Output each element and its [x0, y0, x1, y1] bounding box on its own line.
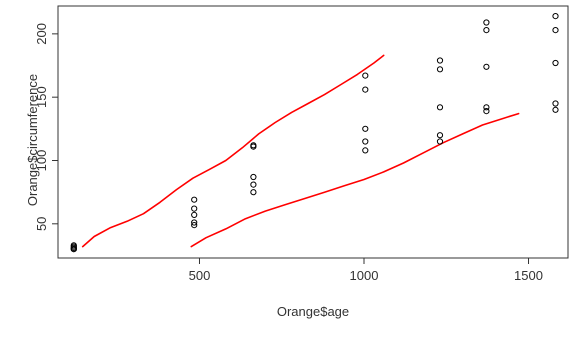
data-point: [70, 246, 77, 253]
data-point: [436, 138, 444, 145]
curve-line-2: [190, 112, 520, 248]
data-point: [552, 27, 559, 34]
y-tick-label: 200: [34, 23, 49, 45]
data-point: [436, 57, 444, 64]
data-point: [191, 205, 198, 212]
data-point: [250, 189, 257, 196]
curves-layer: [81, 54, 520, 248]
y-tick-label: 100: [34, 150, 49, 172]
data-point: [552, 106, 559, 113]
data-point: [552, 100, 559, 107]
data-point: [483, 19, 490, 26]
data-point: [191, 196, 198, 203]
data-point: [250, 142, 257, 149]
data-point: [250, 173, 257, 181]
data-point: [436, 104, 444, 111]
points-layer: [70, 13, 559, 253]
data-point: [191, 222, 198, 229]
data-point: [483, 108, 490, 115]
x-axis: 500 1000 1500: [189, 258, 543, 283]
y-tick-label: 50: [34, 217, 49, 231]
data-point: [70, 242, 77, 249]
data-point: [483, 63, 490, 70]
curve-line-1: [81, 54, 385, 248]
x-tick-label: 500: [189, 268, 211, 283]
data-point: [552, 59, 559, 67]
y-tick-label: 150: [34, 86, 49, 108]
data-point: [362, 147, 369, 154]
data-point: [483, 104, 490, 111]
data-point: [362, 86, 369, 93]
x-tick-label: 1500: [514, 268, 543, 283]
data-point: [191, 211, 198, 218]
data-point: [552, 13, 559, 20]
x-axis-label: Orange$age: [277, 304, 349, 319]
data-point: [362, 138, 369, 145]
data-point: [362, 72, 369, 79]
data-point: [436, 66, 444, 73]
data-point: [191, 219, 198, 226]
y-axis: 50 100 150 200: [34, 23, 58, 231]
y-axis-label: Orange$circumference: [25, 74, 40, 206]
data-point: [250, 181, 257, 188]
x-tick-label: 1000: [350, 268, 379, 283]
data-point: [483, 27, 490, 34]
data-point: [362, 125, 369, 132]
data-point: [436, 132, 444, 139]
plot-frame: [57, 5, 569, 259]
